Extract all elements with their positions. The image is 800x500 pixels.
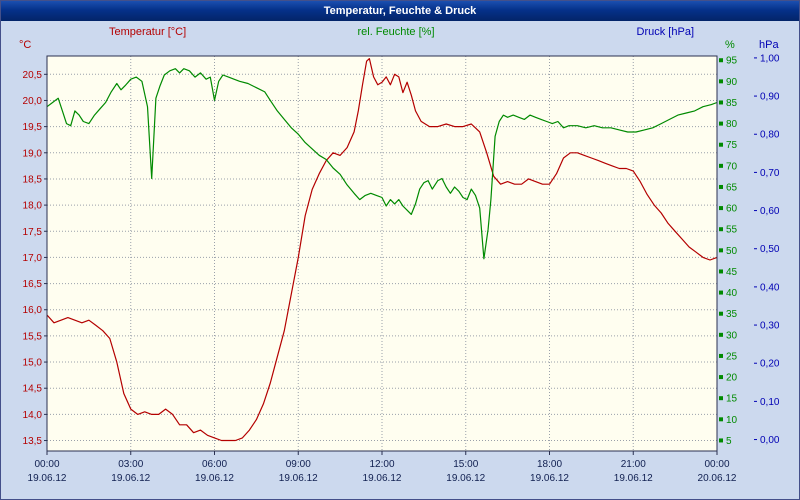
x-axis-date-label: 19.06.12 <box>28 473 67 484</box>
legend-humidity-label: rel. Feuchte [%] <box>357 26 435 38</box>
x-axis-time-label: 06:00 <box>202 459 227 470</box>
humidity-axis-tick-label: 25 <box>726 351 738 362</box>
x-axis-time-label: 12:00 <box>369 459 394 470</box>
x-axis-date-label: 19.06.12 <box>111 473 150 484</box>
humidity-axis-tick-label: 80 <box>726 119 738 130</box>
humidity-axis-tick-label: 10 <box>726 415 738 426</box>
pressure-axis-tick-label: 0,40 <box>760 282 780 293</box>
humidity-axis-tick-label: 45 <box>726 267 738 278</box>
humidity-axis-tick <box>719 375 723 380</box>
humidity-axis-tick <box>719 121 723 126</box>
x-axis-time-label: 15:00 <box>453 459 478 470</box>
humidity-axis-unit: % <box>725 39 735 51</box>
humidity-axis-tick-label: 30 <box>726 330 738 341</box>
temperature-axis-tick-label: 16,5 <box>23 279 43 290</box>
temperature-axis-tick-label: 19,5 <box>23 122 43 133</box>
temperature-axis-tick-label: 20,5 <box>23 70 43 81</box>
temperature-axis-tick-label: 18,5 <box>23 174 43 185</box>
humidity-axis-tick-label: 55 <box>726 225 738 236</box>
temperature-axis-unit: °C <box>19 39 32 51</box>
humidity-axis-tick-label: 70 <box>726 161 738 172</box>
x-axis-date-label: 19.06.12 <box>446 473 485 484</box>
temperature-axis-tick-label: 15,5 <box>23 331 43 342</box>
pressure-axis-tick-label: 0,20 <box>760 359 780 370</box>
legend-pressure-label: Druck [hPa] <box>636 26 694 38</box>
humidity-axis-tick <box>719 248 723 253</box>
temperature-axis-tick-label: 14,0 <box>23 410 43 421</box>
x-axis-time-label: 00:00 <box>34 459 59 470</box>
temperature-series-line <box>46 57 718 442</box>
humidity-axis-tick <box>719 269 723 274</box>
humidity-axis-tick <box>719 100 723 105</box>
humidity-axis-tick-label: 85 <box>726 98 738 109</box>
x-axis-time-label: 18:00 <box>537 459 562 470</box>
pressure-axis-tick-label: 0,60 <box>760 206 780 217</box>
humidity-axis-tick-label: 75 <box>726 140 738 151</box>
humidity-axis-tick <box>719 438 723 443</box>
humidity-axis-tick-label: 65 <box>726 182 738 193</box>
temperature-axis-tick-label: 13,5 <box>23 436 43 447</box>
pressure-axis-tick-label: 0,30 <box>760 321 780 332</box>
x-axis-time-label: 09:00 <box>286 459 311 470</box>
humidity-axis-tick <box>719 353 723 358</box>
temperature-axis-tick-label: 14,5 <box>23 384 43 395</box>
humidity-axis-tick-label: 5 <box>726 436 732 447</box>
humidity-axis-tick <box>719 79 723 84</box>
humidity-axis-tick <box>719 311 723 316</box>
x-axis-date-label: 19.06.12 <box>614 473 653 484</box>
x-axis-date-label: 19.06.12 <box>363 473 402 484</box>
pressure-axis-tick-label: 0,50 <box>760 244 780 255</box>
humidity-axis-tick-label: 60 <box>726 204 738 215</box>
pressure-axis-tick-label: 0,10 <box>760 397 780 408</box>
humidity-axis-tick-label: 50 <box>726 246 738 257</box>
pressure-axis-tick-label: 1,00 <box>760 53 780 64</box>
pressure-axis-tick-label: 0,70 <box>760 168 780 179</box>
pressure-axis-tick-label: 0,80 <box>760 130 780 141</box>
plot-frame <box>46 55 718 452</box>
humidity-axis-tick-label: 95 <box>726 56 738 67</box>
temperature-axis-tick-label: 17,0 <box>23 253 43 264</box>
pressure-axis-tick-label: 0,00 <box>760 435 780 446</box>
temperature-axis-tick-label: 15,0 <box>23 358 43 369</box>
pressure-axis-tick-label: 0,90 <box>760 92 780 103</box>
humidity-axis-tick-label: 20 <box>726 373 738 384</box>
humidity-axis-tick <box>719 163 723 168</box>
humidity-axis-tick <box>719 290 723 295</box>
plot-background <box>47 56 717 451</box>
x-axis-date-label: 19.06.12 <box>195 473 234 484</box>
legend-temperature-label: Temperatur [°C] <box>109 26 187 38</box>
temperature-axis-tick-label: 20,0 <box>23 96 43 107</box>
x-axis-time-label: 21:00 <box>621 459 646 470</box>
humidity-axis-tick <box>719 184 723 189</box>
humidity-axis-tick <box>719 227 723 232</box>
humidity-axis-tick <box>719 142 723 147</box>
temperature-axis-tick-label: 18,0 <box>23 201 43 212</box>
x-axis-time-label: 03:00 <box>118 459 143 470</box>
x-axis-date-label: 20.06.12 <box>698 473 737 484</box>
window-title: Temperatur, Feuchte & Druck <box>323 5 477 17</box>
title-bar: Temperatur, Feuchte & Druck <box>1 1 799 21</box>
temperature-axis-tick-label: 16,0 <box>23 305 43 316</box>
humidity-axis-tick <box>719 332 723 337</box>
humidity-axis-tick <box>719 417 723 422</box>
x-axis-time-label: 00:00 <box>704 459 729 470</box>
x-axis-date-label: 19.06.12 <box>279 473 318 484</box>
temperature-axis-tick-label: 17,5 <box>23 227 43 238</box>
humidity-axis-tick <box>719 396 723 401</box>
temperature-axis-tick-label: 19,0 <box>23 148 43 159</box>
humidity-axis-tick <box>719 206 723 211</box>
humidity-axis-tick-label: 40 <box>726 288 738 299</box>
humidity-axis-tick <box>719 58 723 63</box>
humidity-series-line <box>46 68 718 260</box>
humidity-axis-tick-label: 15 <box>726 394 738 405</box>
humidity-axis-tick-label: 35 <box>726 309 738 320</box>
x-axis-date-label: 19.06.12 <box>530 473 569 484</box>
pressure-axis-unit: hPa <box>759 39 779 51</box>
humidity-axis-tick-label: 90 <box>726 77 738 88</box>
